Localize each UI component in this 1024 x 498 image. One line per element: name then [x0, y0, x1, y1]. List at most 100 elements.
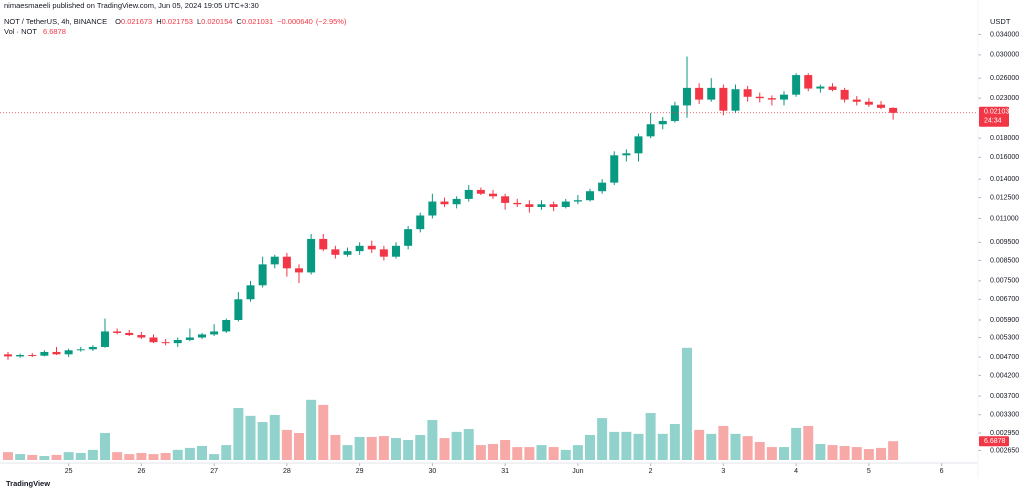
- volume-bar: [742, 436, 753, 460]
- volume-bar: [851, 447, 862, 460]
- candle-body: [198, 334, 207, 338]
- candle-body: [379, 249, 388, 257]
- axes-layer: 0.034000 0.030000 0.026000 0.023000 0.018000…: [0, 31, 1019, 475]
- candle-body: [28, 355, 37, 357]
- volume-bar: [269, 415, 280, 460]
- ohlc-prefix: O: [115, 17, 121, 26]
- volume-bar: [609, 431, 620, 460]
- volume-layer: [3, 347, 899, 460]
- candle-body: [343, 251, 352, 255]
- volume-bar: [39, 456, 50, 460]
- volume-bar: [791, 427, 802, 460]
- volume-bar: [245, 415, 256, 460]
- volume-bar: [548, 447, 559, 460]
- volume-bar: [342, 445, 353, 460]
- volume-bar: [233, 407, 244, 460]
- candle-body: [125, 332, 134, 336]
- volume-bar: [500, 440, 511, 460]
- volume-bar: [427, 420, 438, 460]
- change-pct: (−2.95%): [316, 17, 347, 26]
- volume-bar: [669, 424, 680, 460]
- volume-bar: [536, 445, 547, 460]
- candle-body: [828, 86, 837, 90]
- volume-bar: [27, 454, 38, 460]
- volume-bar: [112, 452, 123, 460]
- y-tick-label: 0.026000: [990, 75, 1019, 82]
- x-tick-label: 2: [649, 468, 653, 475]
- y-tick-label: 0.002950: [990, 430, 1019, 437]
- volume-bar: [730, 433, 741, 460]
- candle-body: [683, 87, 692, 106]
- last-price-label: 0.021031: [984, 109, 1013, 116]
- volume-bar: [657, 433, 668, 460]
- x-tick-label: Jun: [572, 468, 583, 475]
- last-price-badge: [979, 106, 1009, 127]
- ohlc-value: 0.021031: [242, 17, 273, 26]
- volume-bar: [597, 418, 608, 460]
- candle-body: [234, 299, 243, 321]
- ohlc-prefix: L: [197, 17, 201, 26]
- candle-body: [307, 238, 316, 273]
- volume-bar: [633, 433, 644, 460]
- volume-bar: [306, 399, 317, 460]
- volume-bar: [184, 447, 195, 460]
- y-tick-label: 0.014000: [990, 176, 1019, 183]
- y-tick-label: 0.012500: [990, 194, 1019, 201]
- candle-body: [270, 256, 279, 265]
- candle-body: [173, 339, 182, 344]
- volume-bar: [475, 445, 486, 460]
- currency: USDT: [990, 17, 1011, 26]
- x-tick-label: 25: [65, 468, 73, 475]
- candle-body: [598, 182, 607, 192]
- volume-bar: [694, 429, 705, 460]
- candle-body: [877, 104, 886, 108]
- candle-body: [52, 351, 61, 355]
- volume-bar: [318, 404, 329, 460]
- candle-body: [4, 354, 13, 357]
- volume-bar: [766, 447, 777, 460]
- volume-bar: [754, 442, 765, 460]
- brand: TradingView: [6, 479, 50, 488]
- volume-bar: [585, 434, 596, 460]
- candle-body: [161, 342, 170, 344]
- x-tick-label: 29: [356, 468, 364, 475]
- volume-bar: [87, 449, 98, 460]
- author-line: nimaesmaeeli published on TradingView.co…: [4, 1, 259, 10]
- candle-body: [767, 98, 776, 100]
- ohlc-value: 0.021673: [121, 17, 152, 26]
- candle-body: [295, 268, 304, 273]
- volume-bar: [718, 425, 729, 460]
- volume-bar: [827, 445, 838, 460]
- candle-body: [149, 337, 158, 343]
- volume-bar: [403, 440, 414, 460]
- candle-body: [16, 355, 25, 357]
- candle-body: [755, 96, 764, 99]
- x-tick-label: 27: [210, 468, 218, 475]
- volume-bar: [876, 447, 887, 460]
- y-tick-label: 0.005900: [990, 317, 1019, 324]
- y-tick-label: 0.009500: [990, 239, 1019, 246]
- y-tick-label: 0.004200: [990, 372, 1019, 379]
- candle-body: [113, 331, 122, 333]
- y-tick-label: 0.034000: [990, 31, 1019, 38]
- candle-body: [282, 256, 291, 269]
- volume-bar: [51, 454, 62, 460]
- volume-bar: [803, 425, 814, 460]
- y-tick-label: 0.003300: [990, 412, 1019, 419]
- candle-body: [610, 155, 619, 183]
- candle-body: [792, 75, 801, 95]
- volume-bar: [451, 431, 462, 460]
- candle-body: [561, 201, 570, 207]
- candle-body: [695, 87, 704, 100]
- x-tick-label: 31: [501, 468, 509, 475]
- candle-body: [404, 229, 413, 246]
- y-tick-label: 0.030000: [990, 52, 1019, 59]
- candle-body: [573, 200, 582, 202]
- volume-bar: [524, 447, 535, 460]
- ohlc-prefix: C: [236, 17, 242, 26]
- candle-body: [476, 189, 485, 194]
- candle-body: [246, 285, 255, 300]
- candle-body: [452, 198, 461, 205]
- volume-bar: [15, 454, 26, 460]
